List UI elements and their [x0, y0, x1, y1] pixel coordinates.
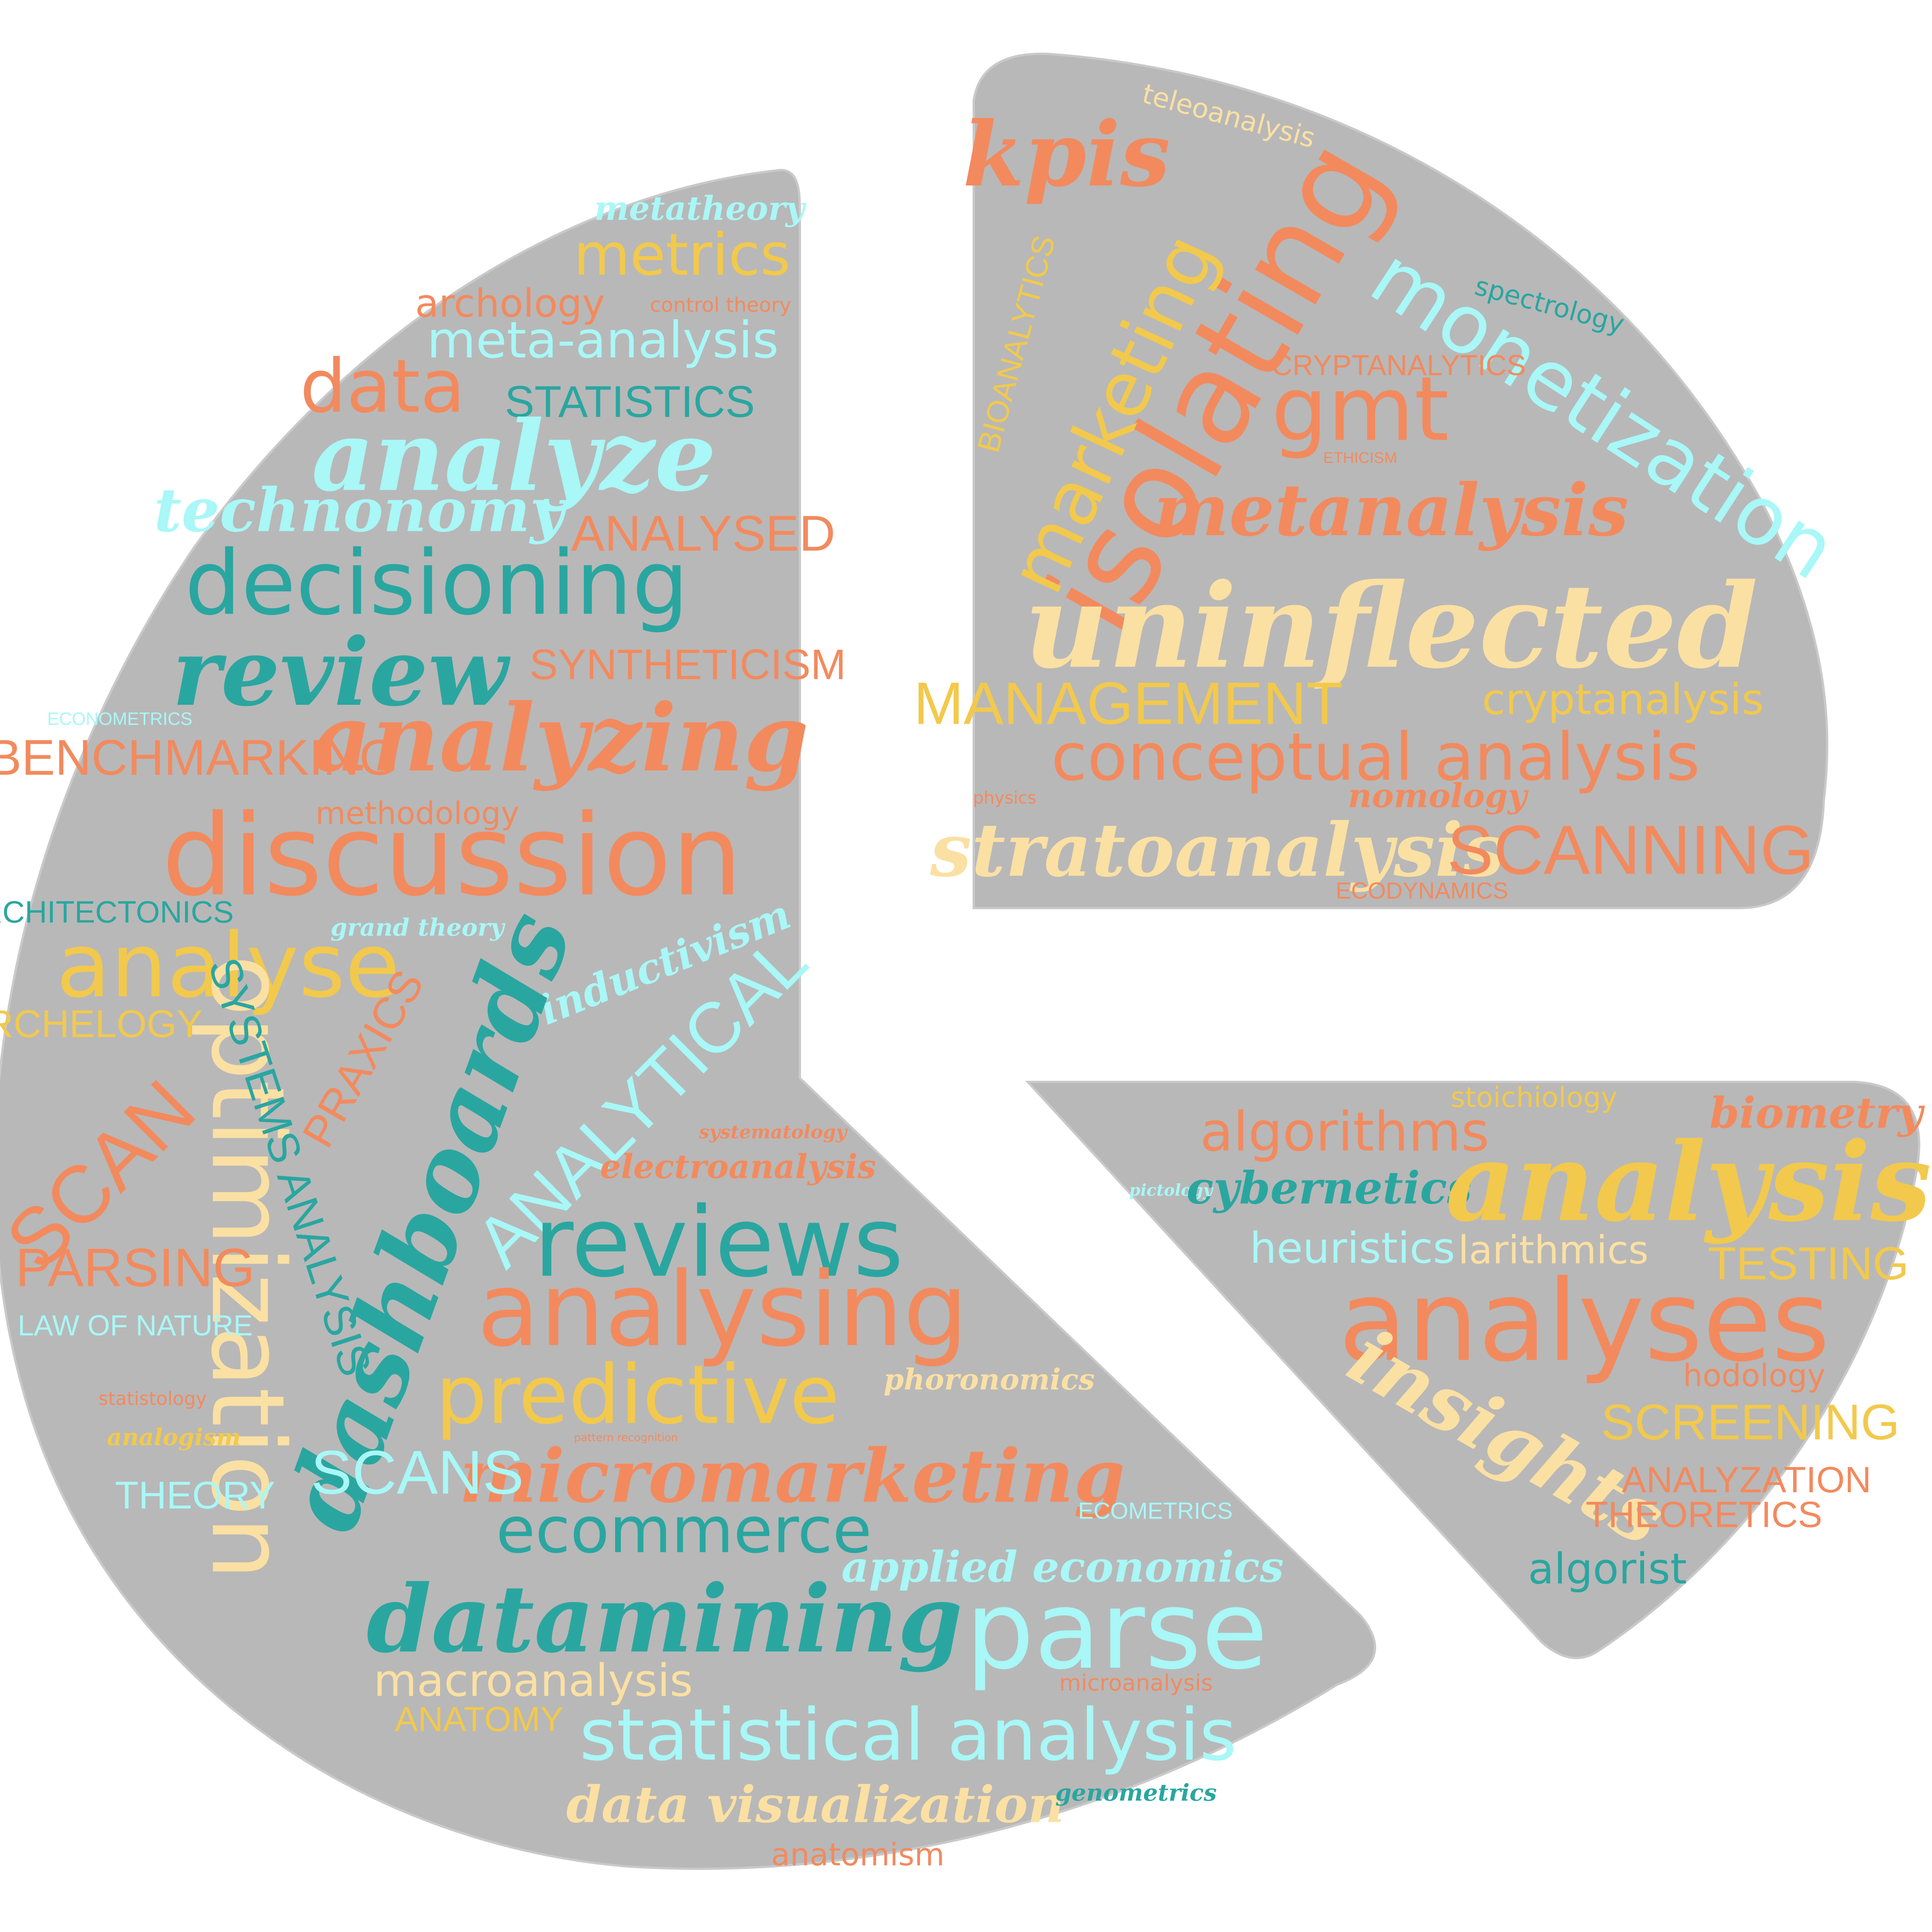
- word-stoichiology: stoichiology: [1451, 1081, 1617, 1114]
- word-methodology: methodology: [315, 796, 519, 832]
- word-statistology: statistology: [99, 1388, 207, 1410]
- word-econometrics: ECONOMETRICS: [47, 709, 192, 729]
- word-datamining: datamining: [367, 1565, 963, 1673]
- word-algorithms: algorithms: [1200, 1101, 1490, 1164]
- word-technonomy: technonomy: [154, 475, 568, 546]
- word-analysing: analysing: [477, 1250, 968, 1369]
- word-physics: physics: [973, 788, 1036, 808]
- word-theory: THEORY: [115, 1474, 276, 1517]
- word-gmt: gmt: [1271, 358, 1449, 461]
- word-ecodynamics: ECODYNAMICS: [1336, 878, 1509, 904]
- word-archology: archology: [415, 281, 605, 326]
- word-screening: SCREENING: [1601, 1394, 1900, 1450]
- word-analogism: analogism: [107, 1424, 241, 1451]
- word-review: review: [172, 618, 510, 727]
- word-ethicism: ETHICISM: [1323, 449, 1397, 466]
- word-macroanalysis: macroanalysis: [374, 1655, 693, 1707]
- word-archelogy: ARCHELOGY: [0, 1002, 202, 1046]
- word-meta-analysis: meta-analysis: [427, 311, 779, 369]
- word-analyze: analyze: [312, 399, 716, 513]
- word-applied-economics: applied economics: [842, 1542, 1284, 1592]
- word-phoronomics: phoronomics: [884, 1362, 1095, 1396]
- word-control-theory: control theory: [650, 294, 791, 317]
- word-metatheory: metatheory: [594, 189, 807, 228]
- word-anatomy: ANATOMY: [395, 1700, 564, 1739]
- word-cryptanalytics: CRYPTANALYTICS: [1272, 349, 1526, 381]
- word-algorist: algorist: [1528, 1544, 1687, 1594]
- word-grand-theory: grand theory: [330, 913, 505, 942]
- word-analysis: analysis: [1446, 1119, 1931, 1246]
- word-ecommerce: ecommerce: [496, 1493, 872, 1567]
- word-micromarketing: micromarketing: [459, 1433, 1125, 1519]
- word-analyse: analyse: [56, 915, 400, 1018]
- word-nomology: nomology: [1348, 777, 1529, 815]
- word-heuristics: heuristics: [1250, 1223, 1455, 1273]
- word-analyses: analyses: [1338, 1257, 1830, 1387]
- word-pictology: pictology: [1129, 1181, 1214, 1200]
- word-law-of-nature: LAW OF NATURE: [18, 1309, 253, 1342]
- word-theoretics: THEORETICS: [1586, 1494, 1822, 1535]
- word-analyzing: analyzing: [312, 684, 809, 793]
- word-scans: SCANS: [311, 1438, 524, 1507]
- word-data: data: [300, 344, 465, 429]
- word-reviews: reviews: [534, 1186, 903, 1299]
- word-metanalysis: metanalysis: [1153, 468, 1629, 552]
- word-metrics: metrics: [573, 221, 790, 289]
- bottom-right-wedge: [1025, 1081, 1920, 1659]
- word-parsing: PARSING: [15, 1237, 255, 1298]
- word-cryptanalysis: cryptanalysis: [1482, 675, 1764, 724]
- word-hodology: hodology: [1683, 1358, 1826, 1394]
- word-scanning: SCANNING: [1447, 811, 1814, 889]
- word-kpis: kpis: [963, 102, 1170, 207]
- word-statistical-analysis: statistical analysis: [580, 1693, 1237, 1777]
- word-parse: parse: [966, 1568, 1268, 1694]
- word-benchmarking: BENCHMARKING: [0, 729, 398, 786]
- word-cybernetics: cybernetics: [1186, 1162, 1472, 1214]
- word-testing: TESTING: [1708, 1238, 1909, 1289]
- word-optimization: optimization: [189, 955, 306, 1580]
- word-anatomism: anatomism: [771, 1837, 945, 1873]
- word-biometry: biometry: [1709, 1088, 1925, 1138]
- word-conceptual-analysis: conceptual analysis: [1051, 719, 1700, 796]
- word-architectonics: ARCHITECTONICS: [0, 895, 234, 929]
- word-statistics: STATISTICS: [505, 377, 755, 427]
- word-analyzation: ANALYZATION: [1622, 1459, 1871, 1500]
- word-analysed: ANALYSED: [571, 505, 835, 561]
- word-microanalysis: microanalysis: [1059, 1670, 1213, 1696]
- word-predictive: predictive: [435, 1348, 840, 1442]
- word-larithmics: larithmics: [1458, 1228, 1649, 1273]
- word-systematology: systematology: [699, 1121, 848, 1143]
- word-stratoanalysis: stratoanalysis: [930, 807, 1504, 893]
- word-management: MANAGEMENT: [914, 670, 1343, 737]
- word-uninflected: uninflected: [1024, 558, 1758, 694]
- word-syntheticism: SYNTHETICISM: [530, 641, 846, 689]
- word-ecometrics: ECOMETRICS: [1078, 1498, 1233, 1524]
- word-genometrics: genometrics: [1055, 1779, 1217, 1806]
- word-data-visualization: data visualization: [566, 1775, 1064, 1834]
- top-right-wedge: [973, 53, 1828, 909]
- word-decisioning: decisioning: [185, 532, 689, 635]
- word-electroanalysis: electroanalysis: [600, 1148, 876, 1186]
- word-discussion: discussion: [162, 791, 743, 921]
- word-pattern-recognition: pattern recognition: [574, 1431, 678, 1444]
- large-wedge: [0, 168, 1376, 1870]
